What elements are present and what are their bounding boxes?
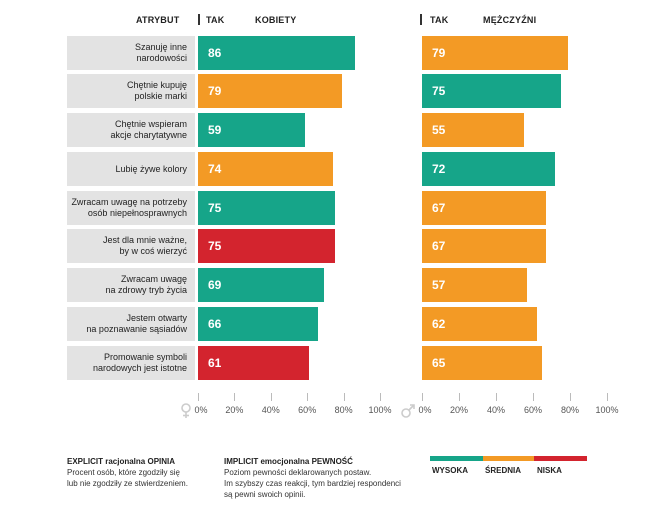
attribute-label-box: Jest dla mnie ważne, by w coś wierzyć <box>67 229 195 263</box>
men-axis-tick-label: 80% <box>560 405 580 415</box>
men-tak-header: TAK <box>430 15 449 25</box>
attribute-label: Jestem otwarty na poznawanie sąsiadów <box>86 313 187 334</box>
attribute-label-box: Chętnie wspieram akcje charytatywne <box>67 113 195 147</box>
men-bar-value: 55 <box>432 123 446 137</box>
women-bar <box>198 74 342 108</box>
men-axis-tick-line <box>607 393 608 401</box>
women-tak-header: TAK <box>206 15 225 25</box>
men-axis-tick-label: 40% <box>486 405 506 415</box>
men-group-header: MĘŻCZYŹNI <box>483 15 537 25</box>
men-bar <box>422 307 537 341</box>
women-axis-tick-label: 60% <box>298 405 317 415</box>
male-icon <box>401 404 415 418</box>
explicit-legend-title: EXPLICIT racjonalna OPINIA <box>67 457 176 466</box>
women-bar-value: 61 <box>208 356 222 370</box>
attribute-label-box: Zwracam uwagę na zdrowy tryb życia <box>67 268 195 302</box>
attribute-label: Zwracam uwagę na potrzeby osób niepełnos… <box>71 197 187 218</box>
women-bar <box>198 36 355 70</box>
men-bar <box>422 113 524 147</box>
legend-srednia-swatch <box>483 456 534 461</box>
attribute-label-box: Jestem otwarty na poznawanie sąsiadów <box>67 307 195 341</box>
women-axis-tick-label: 0% <box>194 405 208 415</box>
women-bar-value: 74 <box>208 162 222 176</box>
women-axis-tick-label: 100% <box>368 405 392 415</box>
women-bar-value: 59 <box>208 123 222 137</box>
women-bar <box>198 152 333 186</box>
women-axis-tick-label: 20% <box>225 405 244 415</box>
men-bar <box>422 346 543 380</box>
women-axis-tick-line <box>234 393 236 401</box>
attribute-label: Szanuję inne narodowości <box>134 42 187 63</box>
men-bar-value: 67 <box>432 201 446 215</box>
women-axis-tick-label: 40% <box>261 405 280 415</box>
explicit-legend-description: Procent osób, które zgodziły się lub nie… <box>67 468 188 488</box>
attribute-label: Chętnie wspieram akcje charytatywne <box>110 119 187 140</box>
women-bar-value: 86 <box>208 46 222 60</box>
attribute-label: Promowanie symboli narodowych jest istot… <box>92 352 187 373</box>
legend-niska-swatch <box>534 456 587 461</box>
men-axis-tick-line <box>459 393 460 401</box>
legend-niska-label: NISKA <box>537 466 562 475</box>
men-axis-tick-line <box>570 393 571 401</box>
women-bar <box>198 191 335 225</box>
men-bar-value: 65 <box>432 356 446 370</box>
men-bar-value: 79 <box>432 46 446 60</box>
men-axis-tick-line <box>533 393 534 401</box>
women-bar <box>198 307 319 341</box>
men-bar <box>422 268 528 302</box>
implicit-legend-description: Poziom pewności deklarowanych postaw. Im… <box>224 468 401 499</box>
attribute-label: Zwracam uwagę na zdrowy tryb życia <box>105 274 187 295</box>
men-axis-tick-line <box>422 393 423 401</box>
men-axis-tick-label: 100% <box>595 405 619 415</box>
women-bar-value: 75 <box>208 239 222 253</box>
women-bar <box>198 229 335 263</box>
attribute-label-box: Szanuję inne narodowości <box>67 36 195 70</box>
men-bar-value: 57 <box>432 278 446 292</box>
women-bar <box>198 268 324 302</box>
women-axis-tick-label: 80% <box>334 405 353 415</box>
women-axis-tick-line <box>198 393 199 401</box>
female-icon <box>181 403 191 418</box>
attribute-label-box: Zwracam uwagę na potrzeby osób niepełnos… <box>67 191 195 225</box>
legend-srednia-label: ŚREDNIA <box>485 466 522 475</box>
women-bar-value: 66 <box>208 317 222 331</box>
attribute-header: ATRYBUT <box>136 15 180 25</box>
women-bar-value: 75 <box>208 201 222 215</box>
men-axis-tick-label: 60% <box>523 405 543 415</box>
women-axis-tick-line <box>307 393 309 401</box>
women-bar <box>198 346 310 380</box>
women-bar <box>198 113 306 147</box>
women-group-header: KOBIETY <box>255 15 297 25</box>
men-axis-tick-label: 20% <box>449 405 469 415</box>
men-bar-value: 62 <box>432 317 446 331</box>
legend-wysoka-label: WYSOKA <box>432 466 468 475</box>
attribute-label: Chętnie kupuję polskie marki <box>126 80 187 101</box>
men-bar <box>422 74 561 108</box>
legend-wysoka-swatch <box>430 456 483 461</box>
men-bar <box>422 229 546 263</box>
women-header-separator <box>198 14 200 25</box>
attribute-label: Lubię żywe kolory <box>115 163 187 174</box>
men-bar <box>422 36 569 70</box>
men-bar-value: 67 <box>432 239 446 253</box>
attribute-label-box: Lubię żywe kolory <box>67 152 195 186</box>
women-axis-tick-line <box>343 393 345 401</box>
men-bar <box>422 152 556 186</box>
men-axis-tick-label: 0% <box>418 405 432 415</box>
women-bar-value: 69 <box>208 278 222 292</box>
attribute-label-box: Promowanie symboli narodowych jest istot… <box>67 346 195 380</box>
women-axis-tick-line <box>380 393 381 401</box>
men-bar-value: 75 <box>432 84 446 98</box>
implicit-legend-title: IMPLICIT emocjonalna PEWNOŚĆ <box>224 457 353 466</box>
women-bar-value: 79 <box>208 84 222 98</box>
attribute-label-box: Chętnie kupuję polskie marki <box>67 74 195 108</box>
women-axis-tick-line <box>270 393 272 401</box>
men-header-separator <box>420 14 422 25</box>
men-axis-tick-line <box>496 393 497 401</box>
men-bar <box>422 191 546 225</box>
men-bar-value: 72 <box>432 162 446 176</box>
attribute-label: Jest dla mnie ważne, by w coś wierzyć <box>102 235 187 256</box>
